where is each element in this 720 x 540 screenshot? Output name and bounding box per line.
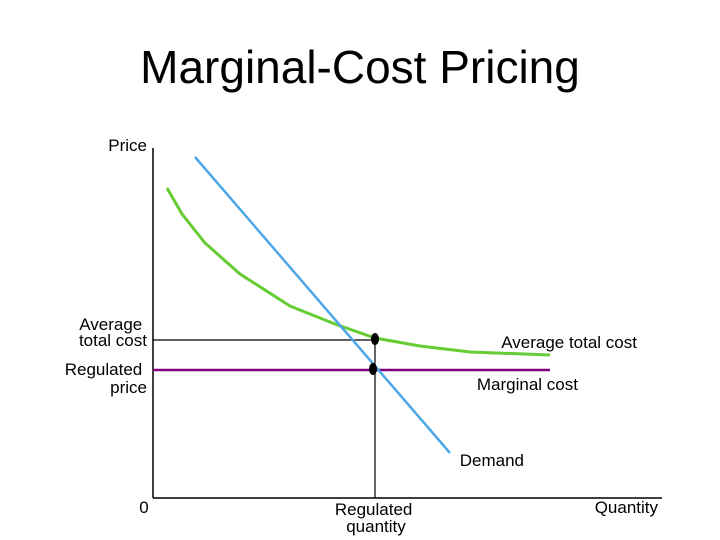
regulated-price-point <box>369 363 377 375</box>
y-tick-average-total-cost: Average total cost <box>79 315 147 350</box>
y-axis-label: Price <box>108 136 147 155</box>
average-total-cost-label: Average total cost <box>501 333 637 352</box>
average-total-cost-curve <box>165 187 551 357</box>
marginal-cost-label: Marginal cost <box>477 375 578 394</box>
x-tick-regulated-quantity: Regulated quantity <box>335 500 417 536</box>
chart-title: Marginal-Cost Pricing <box>140 41 580 93</box>
origin-label: 0 <box>139 498 148 517</box>
demand-curve <box>194 156 451 454</box>
atc-point <box>371 333 379 345</box>
demand-label: Demand <box>460 451 524 470</box>
y-tick-regulated-price: Regulated price <box>65 360 147 397</box>
x-axis-label: Quantity <box>595 498 659 517</box>
